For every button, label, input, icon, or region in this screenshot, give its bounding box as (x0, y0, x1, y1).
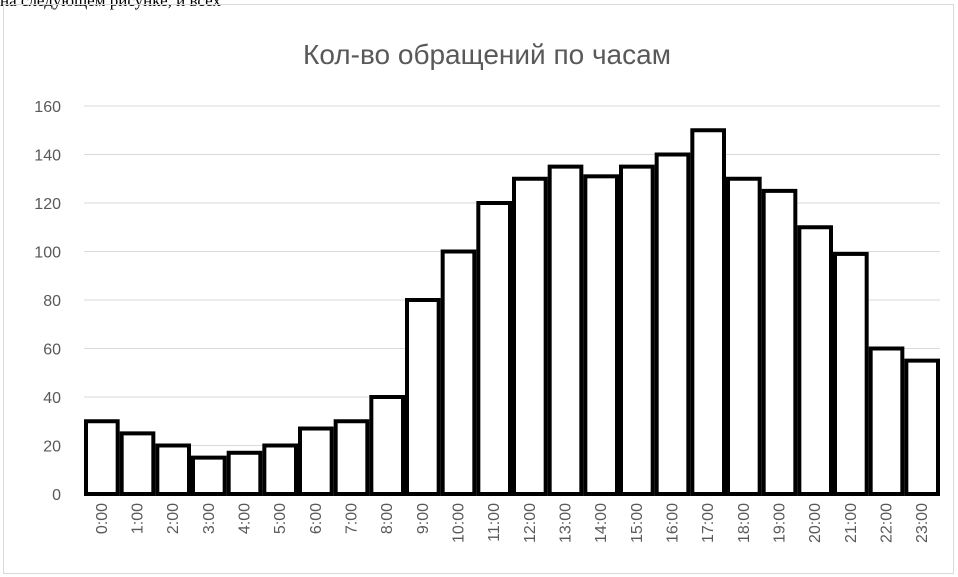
x-tick-label: 14:00 (593, 503, 610, 543)
page-caption-fragment: на следующем рисунке, и всех (0, 0, 221, 10)
bar-10:00 (440, 249, 477, 496)
bar-17:00 (690, 128, 726, 496)
x-axis-ticks: 0:00 1:00 2:00 3:00 4:00 5:00 6:00 7:00 8:00 9:00… (94, 503, 931, 543)
x-tick-label: 21:00 (843, 503, 860, 543)
bar-20:00 (797, 225, 833, 496)
bar-7:00 (333, 419, 370, 496)
y-tick-label: 140 (34, 148, 61, 165)
x-tick-label: 20:00 (807, 503, 824, 543)
x-tick-label: 17:00 (700, 503, 717, 543)
x-tick-label: 9:00 (415, 503, 432, 534)
bar-2:00 (155, 443, 191, 496)
bar-5:00 (262, 443, 299, 496)
y-axis-ticks: 0 20 40 60 80 100 120 140 160 (34, 99, 61, 504)
y-tick-label: 20 (43, 439, 61, 456)
bars (84, 128, 940, 496)
bar-9:00 (405, 298, 441, 496)
bar-21:00 (833, 251, 869, 496)
bar-0:00 (84, 419, 120, 496)
y-tick-label: 80 (43, 293, 61, 310)
x-tick-label: 7:00 (344, 503, 361, 534)
y-tick-label: 40 (43, 390, 61, 407)
x-tick-label: 1:00 (130, 503, 147, 534)
x-tick-label: 11:00 (486, 503, 503, 542)
bar-13:00 (547, 164, 584, 496)
x-tick-label: 23:00 (914, 503, 931, 543)
y-tick-label: 0 (52, 487, 61, 504)
bar-8:00 (369, 395, 406, 496)
bar-4:00 (226, 450, 263, 496)
x-tick-label: 4:00 (237, 503, 254, 534)
y-tick-label: 160 (34, 99, 61, 116)
y-tick-label: 120 (34, 196, 61, 213)
x-tick-label: 10:00 (451, 503, 468, 543)
chart-title: Кол-во обращений по часам (303, 39, 671, 70)
bar-11:00 (476, 201, 513, 496)
x-tick-label: 12:00 (522, 503, 539, 543)
bar-1:00 (119, 431, 156, 496)
bar-14:00 (583, 174, 619, 496)
x-tick-label: 19:00 (772, 503, 789, 543)
x-tick-label: 0:00 (94, 503, 111, 534)
bar-19:00 (761, 188, 798, 496)
bar-3:00 (191, 455, 227, 496)
x-tick-label: 16:00 (665, 503, 682, 543)
bar-22:00 (868, 346, 905, 496)
x-tick-label: 5:00 (272, 503, 289, 534)
x-tick-label: 22:00 (879, 503, 896, 543)
x-tick-label: 15:00 (629, 503, 646, 543)
bar-16:00 (654, 152, 691, 496)
x-tick-label: 13:00 (558, 503, 575, 543)
chart-frame (3, 4, 954, 574)
x-tick-label: 6:00 (308, 503, 325, 534)
x-tick-label: 18:00 (736, 503, 753, 543)
bar-18:00 (726, 176, 762, 496)
bar-12:00 (512, 176, 548, 496)
y-tick-label: 60 (43, 342, 61, 359)
x-tick-label: 8:00 (379, 503, 396, 534)
x-tick-label: 3:00 (201, 503, 218, 534)
bar-15:00 (619, 164, 655, 496)
bar-23:00 (904, 358, 940, 496)
bar-6:00 (298, 426, 334, 496)
y-tick-label: 100 (34, 245, 61, 262)
x-tick-label: 2:00 (165, 503, 182, 534)
